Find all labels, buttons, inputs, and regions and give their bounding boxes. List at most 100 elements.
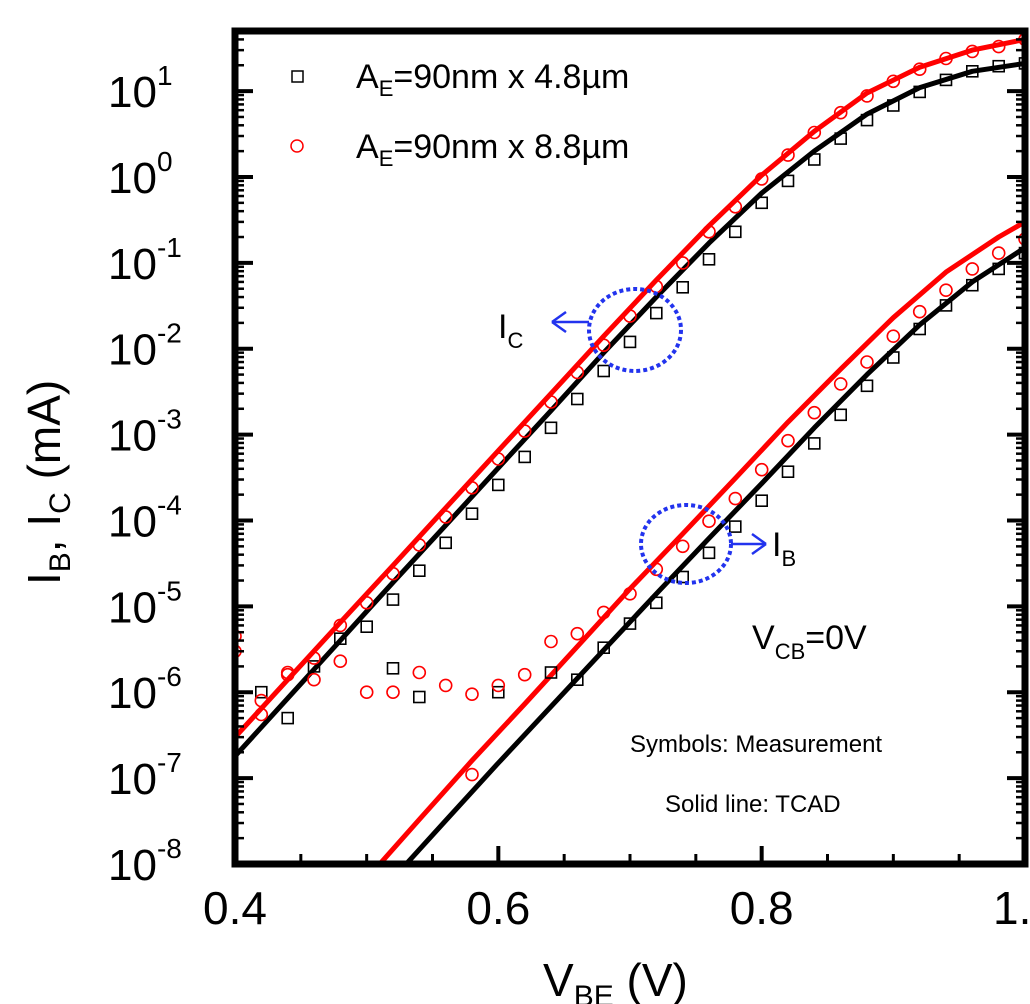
y-tick-label: 10-5 [108,575,182,632]
point-ib-circle [1018,232,1025,246]
point-ib-circle [596,605,611,620]
ic-annotation: IC [498,287,683,373]
y-tick-label: 10-7 [108,747,182,804]
point-ic-circle [675,256,690,270]
point-ib-square [649,596,663,610]
point-ib-circle [438,678,453,693]
y-axis-label-p1: I [18,572,70,585]
point-ib-circle [623,586,637,601]
point-ic-square [755,196,769,210]
point-ic-square [702,253,716,266]
point-ic-square [992,59,1006,73]
x-tick-label: 0.6 [466,882,530,934]
point-ib-circle [754,462,769,477]
point-ic-square [834,132,848,145]
point-ic-square [465,507,479,521]
y-tick-exponent: 1 [157,60,173,91]
point-ic-circle [702,225,716,239]
point-ib-circle [912,304,927,319]
symbols-note: Symbols: Measurement [630,731,882,758]
y-tick-label: 100 [108,146,173,203]
y-tick-base: 10 [108,669,157,718]
y-axis-label: IB, IC (mA) [18,380,77,585]
point-ib-square [412,690,426,704]
point-ic-circle [333,618,348,633]
y-tick-label: 10-2 [108,318,182,375]
y-tick-base: 10 [108,841,157,890]
tcad-line-ib-black [403,245,1025,864]
legend-label-2-main: A [356,128,379,166]
point-ic-square [623,335,637,349]
point-ib-square [913,322,927,336]
x-tick-label: 0.8 [730,882,794,934]
y-tick-exponent: -4 [157,489,182,520]
point-ib-square [544,666,558,679]
x-axis-label-tail: (V) [614,954,688,1004]
legend: AE=90nm x 4.8µm AE=90nm x 8.8µm [290,58,629,171]
y-tick-label: 10-6 [108,661,182,718]
point-ic-square [412,564,426,578]
y-axis-label-p2: , I [18,514,70,552]
point-ic-circle [807,125,822,140]
point-ic-circle [991,39,1006,54]
plot-content [235,32,1025,864]
legend-label-1: AE=90nm x 4.8µm [356,58,629,101]
point-ib-square [886,351,900,364]
point-ib-square [781,465,795,479]
point-ib-circle [333,654,348,669]
point-ic-square [860,113,874,127]
point-ic-circle [254,707,269,722]
point-ib-circle [491,678,506,693]
point-ib-circle [833,377,848,391]
y-tick-base: 10 [108,583,157,632]
point-ib-circle [412,665,427,680]
point-ic-square [386,593,400,606]
point-ic-circle [912,62,927,76]
point-ib-circle [544,634,558,649]
y-axis-label-p3: (mA) [18,380,70,492]
point-ib-circle [465,767,479,782]
point-ib-square [597,641,611,655]
y-tick-exponent: -5 [157,575,182,606]
point-ic-square [439,536,453,550]
point-ib-circle [991,246,1006,260]
y-tick-label: 10-4 [108,489,182,546]
point-ic-square [649,306,663,320]
point-ic-circle [570,365,585,380]
y-tick-base: 10 [108,240,157,289]
y-tick-base: 10 [108,326,157,375]
legend-marker-circle [290,139,304,153]
y-tick-exponent: -2 [157,318,182,349]
point-ib-circle [807,405,822,420]
legend-label-2-rest: =90nm x 8.8µm [393,128,629,166]
ic-ellipse [587,287,683,373]
y-tick-exponent: -6 [157,661,182,692]
point-ic-circle [781,148,795,162]
y-tick-base: 10 [108,68,157,117]
y-axis-label-s1: B [44,552,77,572]
point-ic-square [886,99,900,112]
point-ic-square [518,450,532,464]
point-ic-circle [307,651,321,665]
point-ic-square [1018,57,1025,70]
legend-marker-square [291,70,304,83]
point-ic-square [597,364,611,378]
point-ic-square [333,632,347,646]
point-ib-square [992,262,1006,276]
x-axis-label-main: V [543,954,574,1004]
point-ib-square [965,278,979,292]
y-tick-label: 10-8 [108,833,182,890]
y-tick-base: 10 [108,154,157,203]
legend-label-1-rest: =90nm x 4.8µm [393,58,629,96]
point-ic-circle [438,510,453,524]
legend-label-2: AE=90nm x 8.8µm [356,128,629,171]
legend-label-2-sub: E [379,146,394,171]
ib-label-main: I [772,526,781,564]
y-tick-base: 10 [108,755,157,804]
y-axis-label-s2: C [44,492,77,514]
y-tick-base: 10 [108,497,157,546]
tcad-line-ic-red [235,36,1025,740]
ib-label: IB [772,526,796,571]
y-tick-label: 10-3 [108,404,182,461]
point-ib-circle [280,667,295,682]
